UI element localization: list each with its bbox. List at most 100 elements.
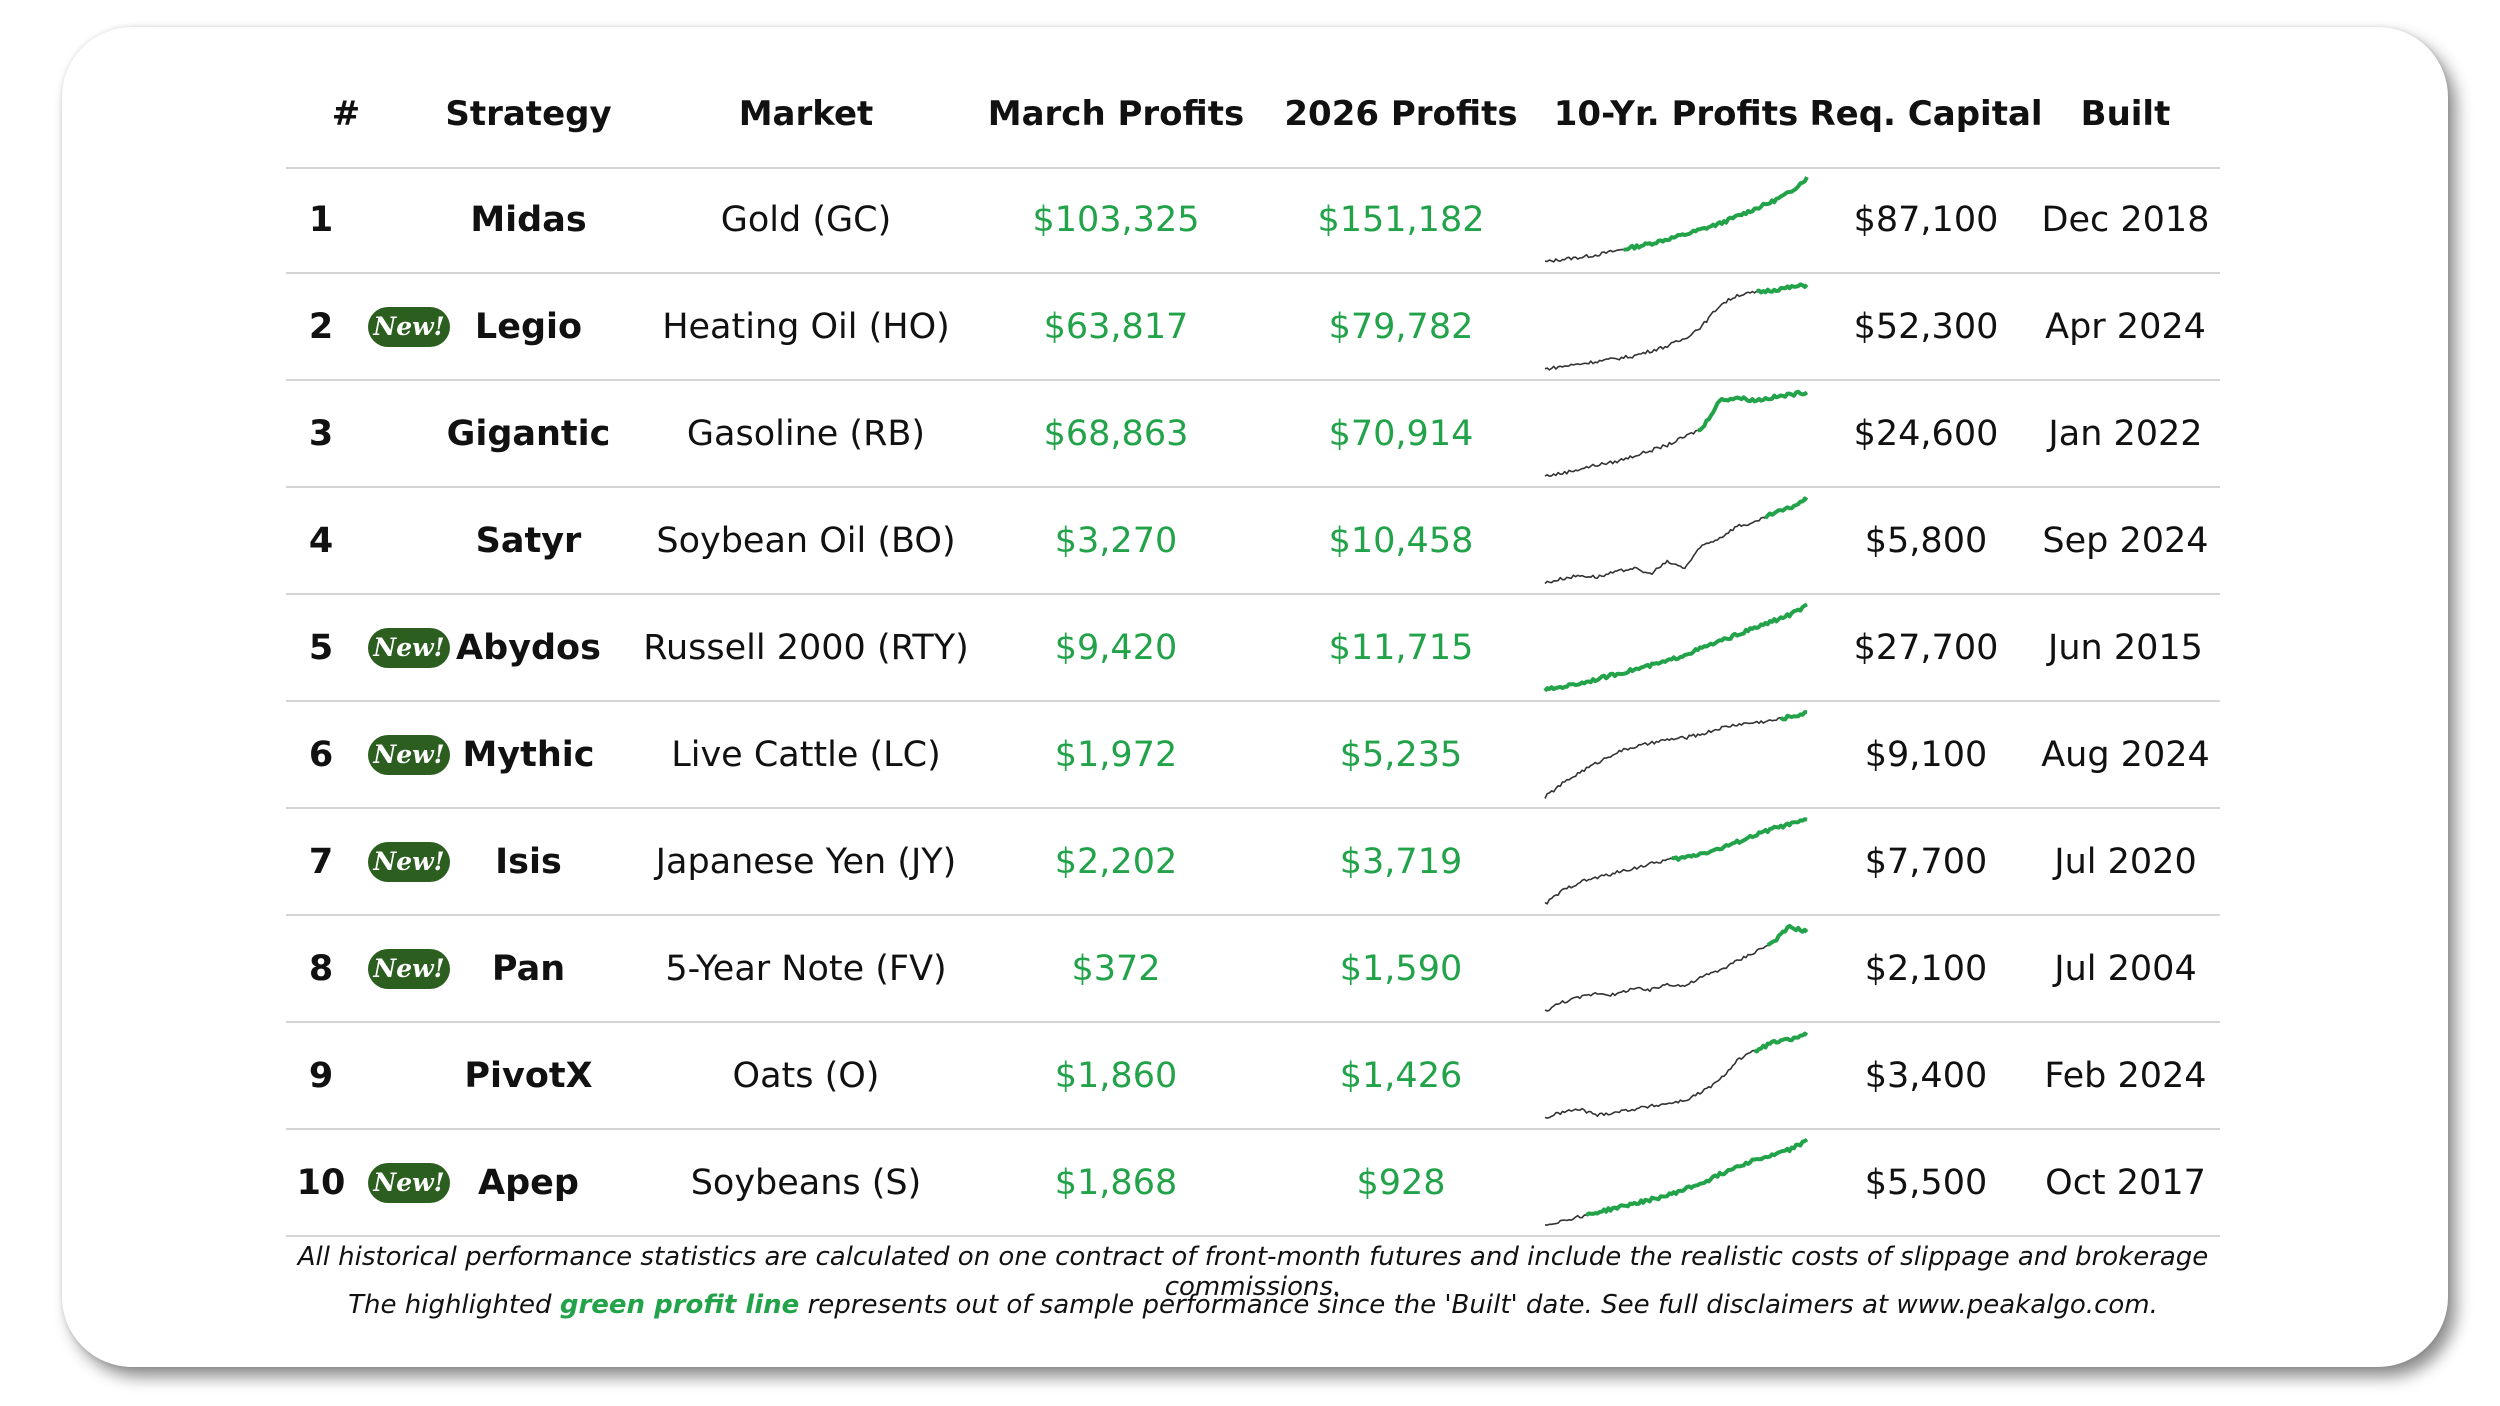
header-market: Market xyxy=(738,93,874,134)
out-of-sample-line xyxy=(1697,389,1809,432)
row-number: 8 xyxy=(308,948,334,989)
in-sample-line xyxy=(1544,1213,1587,1226)
out-of-sample-line xyxy=(1766,923,1809,947)
profit-sparkline xyxy=(1544,1137,1809,1226)
req-capital: $52,300 xyxy=(1853,306,1999,347)
profits-2026: $151,182 xyxy=(1317,199,1485,240)
in-sample-line xyxy=(1544,716,1781,799)
req-capital: $7,700 xyxy=(1864,841,1988,882)
strategy-name: Abydos xyxy=(456,627,601,668)
profits-2026: $70,914 xyxy=(1328,413,1474,454)
row-number-cell: 5 New! xyxy=(286,595,450,700)
out-of-sample-line xyxy=(1623,175,1809,252)
sparkline-cell xyxy=(1531,488,1821,593)
out-of-sample-line xyxy=(1543,602,1808,692)
strategy-name: Pan xyxy=(491,948,566,989)
strategy-name: Mythic xyxy=(462,734,595,775)
row-number: 6 xyxy=(308,734,334,775)
profits-2026: $1,590 xyxy=(1339,948,1463,989)
footnote-text-before: The highlighted xyxy=(348,1290,552,1320)
header-march-profits: March Profits xyxy=(987,93,1245,134)
strategy-name: PivotX xyxy=(464,1055,593,1096)
march-profits: $1,860 xyxy=(1054,1055,1178,1096)
sparkline-cell xyxy=(1531,916,1821,1021)
profits-2026: $10,458 xyxy=(1328,520,1474,561)
row-number: 2 xyxy=(308,306,334,347)
out-of-sample-line xyxy=(1763,496,1809,519)
in-sample-line xyxy=(1544,1049,1755,1119)
profit-sparkline xyxy=(1544,816,1808,905)
header-strategy: Strategy xyxy=(445,93,612,134)
footnote-line-2: The highlighted green profit line repres… xyxy=(286,1290,2220,1320)
built-date: Jun 2015 xyxy=(2048,627,2203,668)
market-name: Live Cattle (LC) xyxy=(671,734,941,775)
footnote-text-after: represents out of sample performance sin… xyxy=(807,1290,2158,1320)
profit-sparkline xyxy=(1544,389,1809,477)
req-capital: $5,500 xyxy=(1864,1162,1988,1203)
new-badge: New! xyxy=(368,1162,450,1203)
in-sample-line xyxy=(1544,289,1758,371)
strategy-name: Legio xyxy=(474,306,583,347)
built-date: Jul 2004 xyxy=(2054,948,2197,989)
in-sample-line xyxy=(1544,856,1672,905)
profits-2026: $79,782 xyxy=(1328,306,1474,347)
built-date: Feb 2024 xyxy=(2044,1055,2207,1096)
sparkline-cell xyxy=(1531,809,1821,914)
new-badge: New! xyxy=(368,306,450,347)
strategy-name: Satyr xyxy=(475,520,582,561)
table-row: 10 New! Apep Soybeans (S) $1,868 $928 $5,500 Oc… xyxy=(286,1130,2220,1237)
built-date: Sep 2024 xyxy=(2042,520,2209,561)
march-profits: $63,817 xyxy=(1043,306,1189,347)
strategy-name: Apep xyxy=(478,1162,579,1203)
built-date: Aug 2024 xyxy=(2041,734,2210,775)
table-row: 2 New! Legio Heating Oil (HO) $63,817 $79,782… xyxy=(286,274,2220,381)
new-badge: New! xyxy=(368,627,450,668)
built-date: Apr 2024 xyxy=(2045,306,2206,347)
row-number-cell: 9 xyxy=(286,1023,406,1128)
out-of-sample-line xyxy=(1671,816,1808,862)
row-number-cell: 4 xyxy=(286,488,406,593)
market-name: Gold (GC) xyxy=(720,199,892,240)
march-profits: $68,863 xyxy=(1043,413,1189,454)
profits-2026: $1,426 xyxy=(1339,1055,1463,1096)
march-profits: $103,325 xyxy=(1032,199,1200,240)
in-sample-line xyxy=(1544,944,1769,1012)
row-number-cell: 2 New! xyxy=(286,274,450,379)
profit-sparkline xyxy=(1544,175,1809,263)
profits-2026: $3,719 xyxy=(1339,841,1463,882)
table-row: 8 New! Pan 5-Year Note (FV) $372 $1,590 $2,100… xyxy=(286,916,2220,1023)
strategy-name: Isis xyxy=(495,841,562,882)
new-badge: New! xyxy=(368,948,450,989)
table-row: 7 New! Isis Japanese Yen (JY) $2,202 $3,719 $7… xyxy=(286,809,2220,916)
profit-sparkline xyxy=(1544,281,1809,371)
market-name: Soybean Oil (BO) xyxy=(656,520,956,561)
profit-sparkline xyxy=(1544,923,1809,1012)
req-capital: $87,100 xyxy=(1853,199,1999,240)
profits-2026: $5,235 xyxy=(1339,734,1463,775)
table-row: 5 New! Abydos Russell 2000 (RTY) $9,420 $11,7… xyxy=(286,595,2220,702)
march-profits: $2,202 xyxy=(1054,841,1178,882)
row-number: 10 xyxy=(296,1162,346,1203)
header-10yr-profits: 10-Yr. Profits xyxy=(1553,93,1799,134)
market-name: Oats (O) xyxy=(732,1055,880,1096)
march-profits: $9,420 xyxy=(1054,627,1178,668)
new-badge: New! xyxy=(368,734,450,775)
market-name: Heating Oil (HO) xyxy=(662,306,950,347)
header-2026-profits: 2026 Profits xyxy=(1284,93,1518,134)
table-row: 1 Midas Gold (GC) $103,325 $151,182 $87,100 De… xyxy=(286,167,2220,274)
market-name: Japanese Yen (JY) xyxy=(655,841,957,882)
content-card xyxy=(62,27,2448,1367)
out-of-sample-line xyxy=(1756,281,1809,294)
out-of-sample-line xyxy=(1779,709,1807,721)
table-row: 9 PivotX Oats (O) $1,860 $1,426 $3,400 Feb 202… xyxy=(286,1023,2220,1130)
row-number: 5 xyxy=(308,627,334,668)
row-number-cell: 10 New! xyxy=(286,1130,450,1235)
header-num: # xyxy=(331,93,361,134)
req-capital: $5,800 xyxy=(1864,520,1988,561)
built-date: Oct 2017 xyxy=(2045,1162,2206,1203)
market-name: 5-Year Note (FV) xyxy=(665,948,947,989)
sparkline-cell xyxy=(1531,167,1821,272)
profit-sparkline xyxy=(1544,496,1809,584)
sparkline-cell xyxy=(1531,381,1821,486)
sparkline-cell xyxy=(1531,702,1821,807)
